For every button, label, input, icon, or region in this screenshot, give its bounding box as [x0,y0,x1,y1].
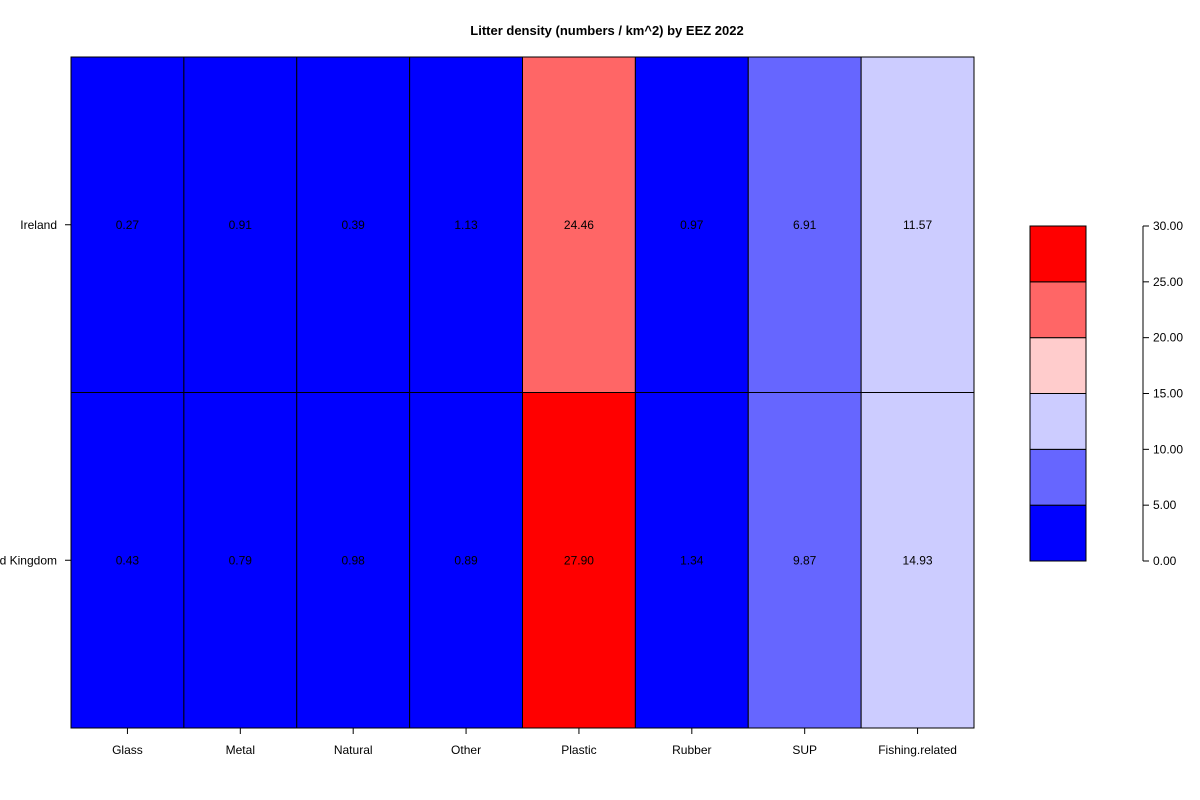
legend-tick-label: 0.00 [1153,554,1177,568]
heatmap-cell [860,56,975,393]
cell-value-label: 11.57 [903,218,932,232]
x-tick-label: Rubber [672,743,711,757]
heatmap-cell [70,56,185,393]
cell-value-label: 14.93 [903,553,933,567]
heatmap-cell [747,392,862,729]
heatmap-cell [409,392,523,729]
cell-value-label: 0.91 [229,218,253,232]
cell-value-label: 0.98 [342,553,366,567]
cell-value-label: 24.46 [564,218,594,232]
x-tick-label: Natural [334,743,373,757]
heatmap-cell [522,56,636,393]
x-tick-label: Other [451,743,481,757]
legend-tick-label: 20.00 [1153,331,1183,345]
cell-value-label: 27.90 [564,553,594,567]
legend-swatch [1029,393,1087,450]
cell-value-label: 0.43 [116,553,140,567]
heatmap-cell [634,56,749,393]
heatmap-cells [70,56,975,729]
heatmap-cell [747,56,862,393]
cell-value-label: 0.89 [454,553,478,567]
cell-value-labels: 0.27 0.91 0.39 1.13 24.46 0.97 6.91 11.57 0.43 0.… [116,218,933,568]
cell-value-label: 0.97 [680,218,704,232]
heatmap-cell [634,392,749,729]
legend-swatch [1029,225,1087,283]
legend-swatch [1029,281,1087,339]
y-axis: Ireland United Kingdom [0,218,71,567]
heatmap-cell [409,56,523,393]
y-tick-label: United Kingdom [0,553,57,567]
legend-tick-label: 10.00 [1153,442,1183,456]
cell-value-label: 1.34 [680,553,704,567]
cell-value-label: 0.27 [116,218,140,232]
legend-tick-label: 30.00 [1153,219,1183,233]
x-axis: Glass Metal Natural Other Plastic Rubber SUP Fi… [112,728,957,757]
x-tick-label: SUP [792,743,817,757]
heatmap-cell [522,392,636,729]
y-tick-label: Ireland [20,218,57,232]
heatmap-cell [296,56,411,393]
x-tick-label: Metal [226,743,255,757]
cell-value-label: 1.13 [454,218,478,232]
legend-tick-label: 25.00 [1153,275,1183,289]
cell-value-label: 6.91 [793,218,817,232]
heatmap-cell [860,392,975,729]
x-tick-label: Plastic [561,743,596,757]
heatmap-cell [183,56,298,393]
cell-value-label: 0.39 [342,218,366,232]
x-tick-label: Fishing.related [878,743,957,757]
cell-value-label: 9.87 [793,553,817,567]
legend-tick-label: 5.00 [1153,498,1177,512]
heatmap-cell [183,392,298,729]
color-legend: 0.00 5.00 10.00 15.00 20.00 25.00 30.00 [1029,219,1183,568]
cell-value-label: 0.79 [229,553,253,567]
legend-tick-label: 15.00 [1153,387,1183,401]
legend-swatch [1029,504,1087,562]
chart-title: Litter density (numbers / km^2) by EEZ 2… [470,23,743,38]
legend-swatch [1029,337,1087,394]
x-tick-label: Glass [112,743,143,757]
legend-swatch [1029,448,1087,506]
